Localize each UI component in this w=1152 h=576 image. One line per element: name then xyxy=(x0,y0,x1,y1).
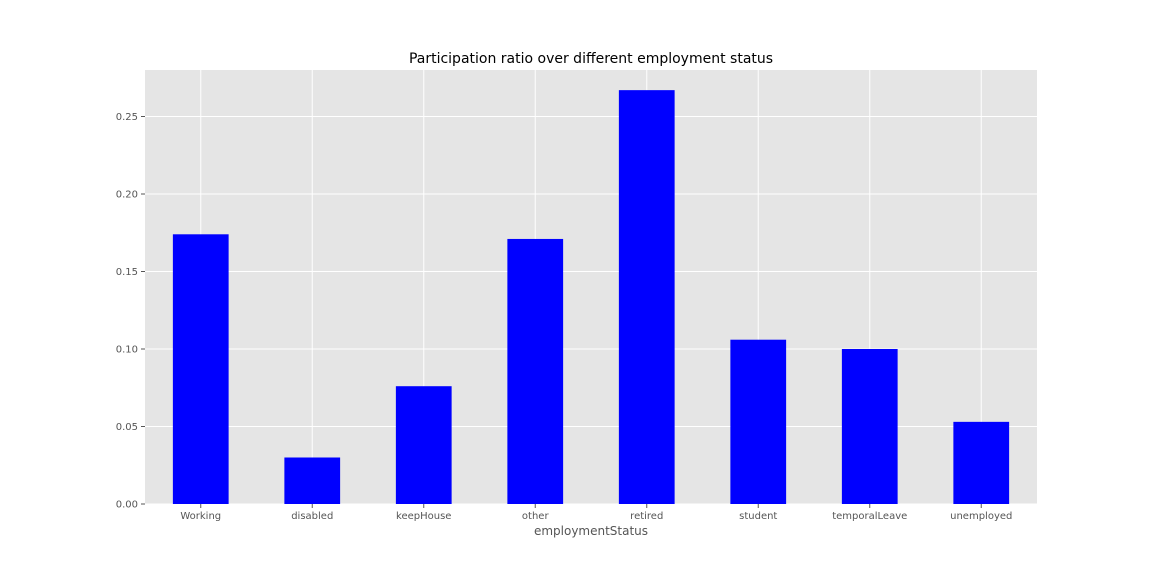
y-tick-label: 0.25 xyxy=(116,112,138,123)
y-tick-label: 0.10 xyxy=(116,345,138,356)
x-axis-label: employmentStatus xyxy=(534,524,648,538)
x-tick-label: unemployed xyxy=(950,511,1012,522)
x-tick-label: keepHouse xyxy=(396,511,451,522)
y-tick-label: 0.05 xyxy=(116,422,138,433)
x-tick-label: other xyxy=(522,511,550,522)
bar-unemployed xyxy=(953,421,1010,504)
bar-retired xyxy=(618,90,675,505)
bar-other xyxy=(507,238,564,504)
y-tick-label: 0.00 xyxy=(116,500,138,511)
y-tick-label: 0.20 xyxy=(116,190,138,201)
x-tick-label: temporalLeave xyxy=(832,511,907,522)
y-tick-label: 0.15 xyxy=(116,267,138,278)
bar-temporalLeave xyxy=(841,349,898,504)
bar-keepHouse xyxy=(395,386,452,504)
bar-disabled xyxy=(284,457,341,504)
x-tick-label: student xyxy=(739,511,777,522)
plot-area xyxy=(145,70,1037,504)
chart-title: Participation ratio over different emplo… xyxy=(409,51,773,67)
x-tick-label: disabled xyxy=(291,511,333,522)
x-tick-label: Working xyxy=(180,511,221,522)
x-tick-label: retired xyxy=(630,511,663,522)
bar-student xyxy=(730,339,787,504)
x-axis-ticks: Working disabled keepHouse other retired stud… xyxy=(180,504,1012,522)
bar-Working xyxy=(172,234,229,505)
y-axis-ticks: 0.00 0.05 0.10 0.15 0.20 0.25 xyxy=(116,112,145,511)
bars xyxy=(172,90,1010,505)
